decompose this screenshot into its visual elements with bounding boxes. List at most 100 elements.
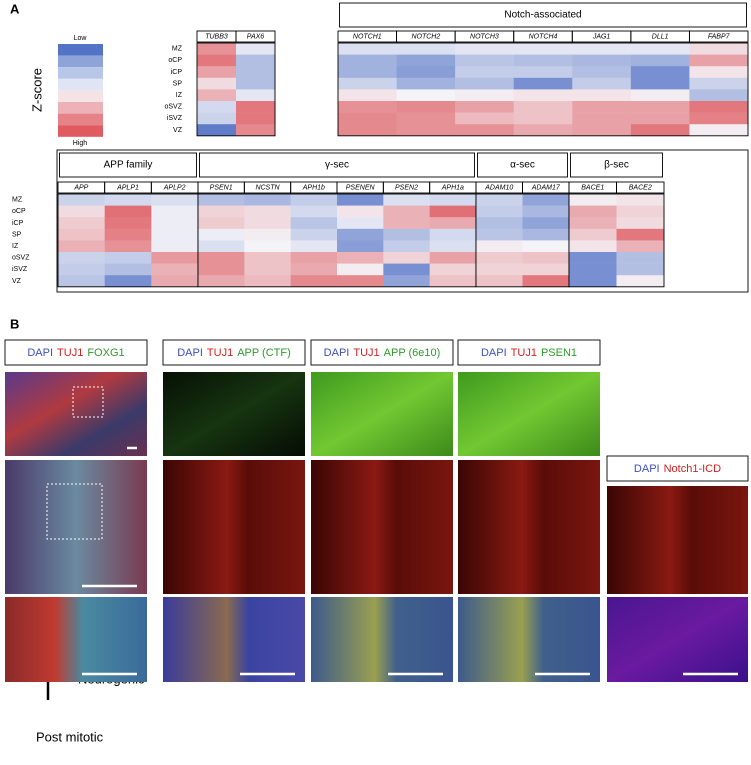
- panel-header: [606, 455, 749, 482]
- heat-cell: [630, 89, 690, 102]
- heat-cell: [151, 194, 199, 206]
- group-title: β-sec: [604, 160, 629, 171]
- micrograph: [311, 597, 453, 682]
- heat-cell: [513, 77, 573, 90]
- micrograph: [163, 372, 305, 456]
- heat-cell: [383, 252, 430, 264]
- heat-cell: [338, 43, 397, 55]
- legend-swatch: [58, 125, 103, 137]
- stain-label: DAPI TUJ1 APP (CTF): [177, 347, 291, 359]
- heat-cell: [689, 124, 749, 137]
- heat-cell: [197, 54, 237, 67]
- panel-header: [4, 339, 148, 366]
- heat-cell: [197, 66, 237, 79]
- stain-word: TUJ1: [511, 347, 537, 359]
- heat-cell: [383, 194, 430, 206]
- heat-cell: [104, 252, 152, 264]
- heat-cell: [429, 263, 477, 276]
- heat-cell: [338, 89, 397, 102]
- gene-label: ADAM17: [531, 185, 561, 192]
- heat-frame: [196, 42, 276, 137]
- gene-label: JAG1: [592, 34, 611, 41]
- heat-cell: [383, 263, 430, 276]
- heat-cell: [522, 240, 570, 253]
- heat-cell: [198, 217, 245, 230]
- gene-label: NOTCH3: [470, 34, 499, 41]
- panel-header: [162, 339, 306, 366]
- gene-label: PSEN1: [210, 185, 233, 192]
- panel-label: A: [10, 1, 20, 16]
- heat-cell: [513, 43, 573, 55]
- heat-cell: [455, 89, 515, 102]
- micrograph: [607, 597, 748, 682]
- heat-cell: [476, 217, 523, 230]
- annotation: Post mitotic: [36, 729, 104, 744]
- heat-cell: [104, 228, 152, 241]
- gene-header: [688, 30, 749, 43]
- heat-cell: [198, 205, 245, 218]
- heat-cell: [689, 54, 749, 67]
- heat-cell: [197, 124, 237, 137]
- heat-cell: [522, 217, 570, 230]
- stain-word: DAPI: [177, 347, 203, 359]
- heat-cell: [337, 252, 384, 264]
- heat-cell: [572, 66, 632, 79]
- heat-cell: [151, 252, 199, 264]
- gene-label: NOTCH1: [353, 34, 382, 41]
- heat-cell: [522, 275, 570, 288]
- heat-cell: [244, 275, 291, 288]
- heat-cell: [338, 124, 397, 137]
- heat-cell: [198, 228, 245, 241]
- heat-frame: [568, 193, 665, 288]
- heat-cell: [383, 240, 430, 253]
- stain-word: DAPI: [481, 347, 507, 359]
- heat-cell: [476, 275, 523, 288]
- heat-cell: [58, 252, 105, 264]
- heat-cell: [396, 77, 456, 90]
- heat-cell: [337, 205, 384, 218]
- heat-cell: [455, 54, 515, 67]
- heat-cell: [476, 263, 523, 276]
- group-title: α-sec: [510, 160, 535, 171]
- heat-cell: [104, 275, 152, 288]
- heat-cell: [572, 112, 632, 125]
- zoom-box: [46, 483, 103, 540]
- row-label: SP: [173, 80, 183, 87]
- heat-cell: [151, 275, 199, 288]
- heat-cell: [522, 228, 570, 241]
- heat-cell: [151, 240, 199, 253]
- gene-label: APLP2: [163, 185, 186, 192]
- heat-cell: [383, 228, 430, 241]
- zoom-box: [72, 386, 104, 418]
- heat-cell: [197, 43, 237, 55]
- heat-cell: [569, 275, 617, 288]
- heat-cell: [476, 228, 523, 241]
- heat-cell: [396, 66, 456, 79]
- row-label: IZ: [176, 92, 183, 99]
- heat-cell: [569, 263, 617, 276]
- heat-cell: [572, 89, 632, 102]
- heat-cell: [104, 217, 152, 230]
- heat-cell: [151, 205, 199, 218]
- heat-cell: [522, 205, 570, 218]
- heat-cell: [522, 252, 570, 264]
- heat-cell: [337, 240, 384, 253]
- heat-cell: [151, 228, 199, 241]
- micrograph: [5, 597, 147, 682]
- gene-label: APP: [73, 185, 88, 192]
- stain-word: TUJ1: [57, 347, 83, 359]
- heat-cell: [236, 66, 276, 79]
- group-title: γ-sec: [325, 160, 349, 171]
- legend-swatch: [58, 55, 103, 68]
- heat-cell: [455, 101, 515, 113]
- micrograph: [311, 460, 453, 594]
- heat-cell: [455, 43, 515, 55]
- gene-header: [616, 181, 665, 194]
- group-title: Notch-associated: [504, 10, 581, 21]
- heat-cell: [396, 89, 456, 102]
- row-label: iCP: [171, 69, 183, 76]
- heat-cell: [104, 194, 152, 206]
- row-label: VZ: [173, 127, 183, 134]
- heat-cell: [236, 43, 276, 55]
- heat-cell: [616, 263, 665, 276]
